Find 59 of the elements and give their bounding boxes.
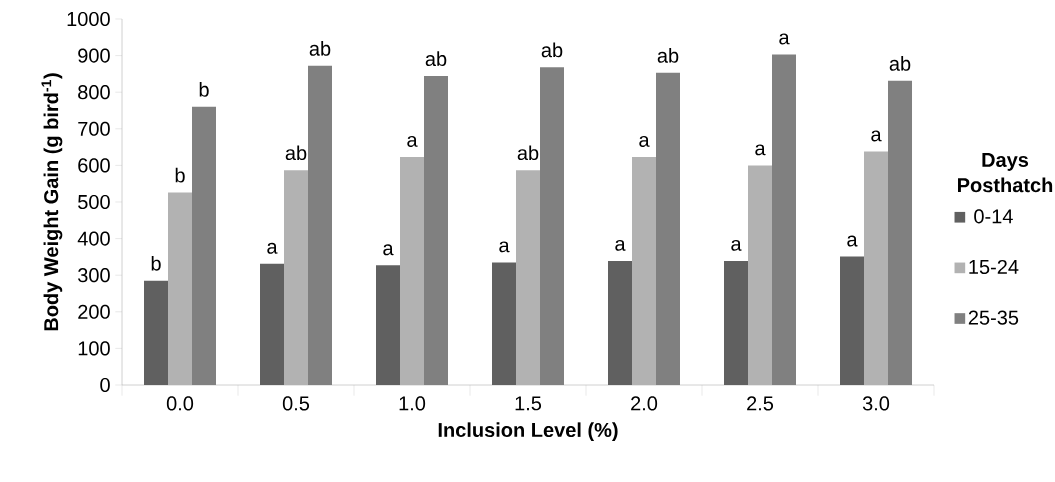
data-label: ab bbox=[889, 56, 911, 71]
y-tick-label: 400 bbox=[77, 231, 110, 246]
data-label: ab bbox=[425, 51, 447, 67]
bar bbox=[376, 265, 400, 385]
y-tick-label: 300 bbox=[78, 268, 110, 283]
data-label: b bbox=[199, 82, 209, 97]
y-tick-label: 600 bbox=[78, 158, 110, 173]
legend-label: 25-35 bbox=[968, 310, 1019, 325]
x-axis-title: Inclusion Level (%) bbox=[438, 422, 618, 441]
y-axis-title: Body Weight Gain (g bird$^{-1}$) bbox=[41, 73, 63, 331]
x-tick-label: 0.0 bbox=[166, 396, 194, 411]
bar bbox=[540, 67, 565, 385]
bar bbox=[492, 262, 516, 385]
bar bbox=[656, 72, 681, 385]
data-label: a bbox=[383, 244, 394, 256]
y-tick-label: 200 bbox=[78, 304, 110, 319]
bar bbox=[724, 260, 749, 385]
data-label: b bbox=[175, 167, 185, 183]
x-tick-label: 2.5 bbox=[747, 396, 774, 411]
bar bbox=[144, 280, 169, 385]
data-label: ab bbox=[657, 48, 679, 63]
data-label: a bbox=[615, 239, 626, 251]
x-tick-label: 2.0 bbox=[631, 396, 658, 411]
data-label: ab bbox=[309, 41, 331, 56]
data-label: a bbox=[639, 135, 650, 147]
data-label: a bbox=[407, 135, 418, 147]
x-tick-label: 3.0 bbox=[862, 396, 890, 411]
bar bbox=[192, 106, 216, 385]
data-label: ab bbox=[285, 145, 307, 161]
data-label: a bbox=[499, 241, 510, 253]
y-tick-label: 0 bbox=[100, 377, 110, 393]
data-label: a bbox=[871, 130, 882, 142]
y-tick-label: 1000 bbox=[67, 11, 110, 27]
bar bbox=[260, 263, 284, 385]
x-tick-label: 1.5 bbox=[515, 396, 542, 411]
bar bbox=[840, 256, 865, 385]
data-label: ab bbox=[541, 42, 563, 58]
bar bbox=[772, 54, 797, 385]
legend-title: Days Posthatch bbox=[958, 153, 1053, 193]
bar bbox=[308, 65, 332, 385]
bar bbox=[888, 80, 913, 385]
data-label: a bbox=[847, 235, 858, 247]
x-tick-label: 1.0 bbox=[399, 396, 426, 411]
x-tick-label: 0.5 bbox=[282, 396, 310, 411]
bar bbox=[608, 260, 632, 385]
legend-label: 0-14 bbox=[974, 209, 1013, 224]
data-label: a bbox=[779, 33, 790, 45]
y-tick-label: 500 bbox=[78, 194, 110, 210]
legend-label: 15-24 bbox=[969, 259, 1019, 275]
data-label: b bbox=[151, 255, 161, 271]
y-tick-label: 900 bbox=[78, 48, 110, 63]
y-tick-label: 800 bbox=[78, 85, 110, 100]
data-label: a bbox=[267, 242, 278, 254]
y-tick-label: 100 bbox=[78, 341, 110, 356]
bar bbox=[424, 76, 448, 385]
y-tick-label: 700 bbox=[78, 121, 110, 136]
data-label: ab bbox=[517, 145, 539, 161]
data-label: a bbox=[755, 144, 766, 156]
data-label: a bbox=[731, 239, 742, 251]
